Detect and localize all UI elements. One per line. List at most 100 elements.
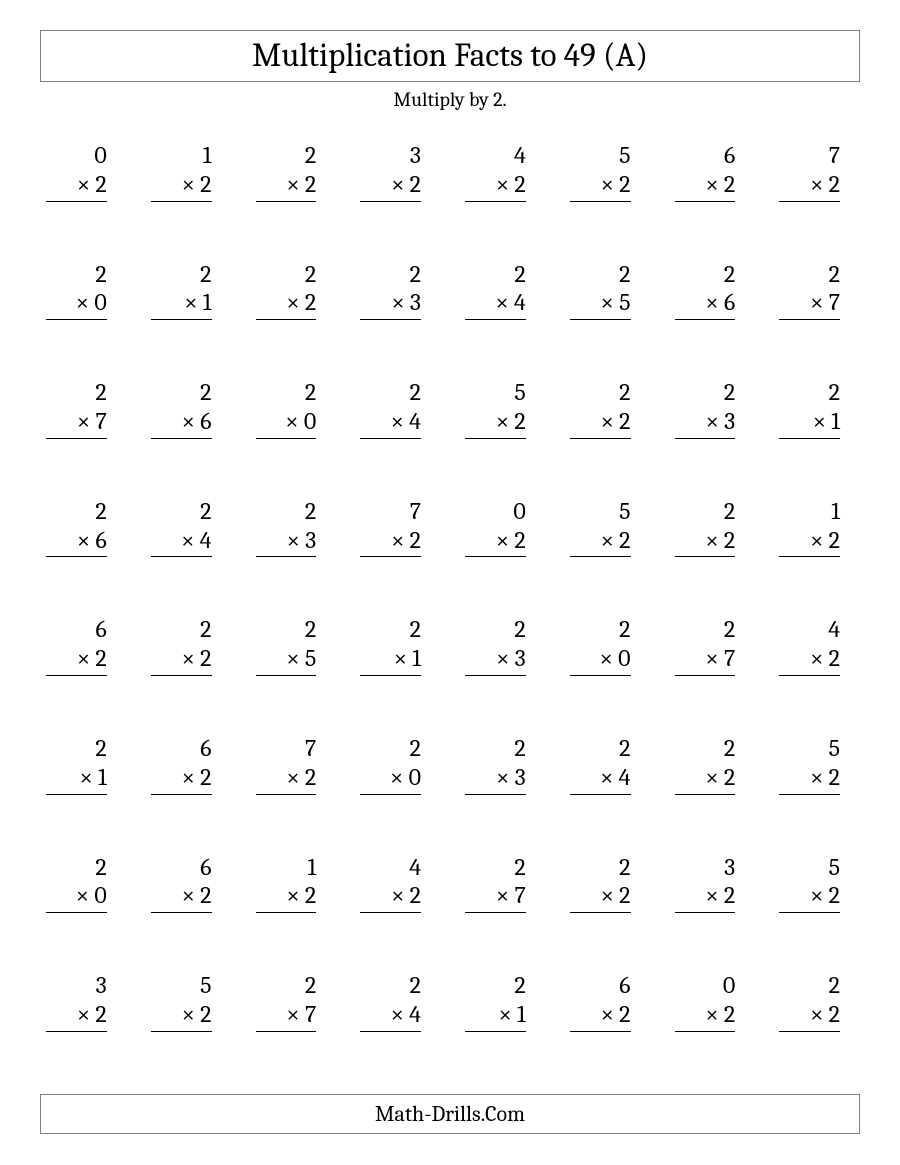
multiplicand: 1 — [779, 497, 840, 526]
multiplicand: 7 — [360, 497, 421, 526]
multiplier-line: × 2 — [675, 881, 736, 913]
multiplication-problem: 2× 2 — [779, 971, 854, 1032]
multiplication-problem: 7× 2 — [779, 141, 854, 202]
multiplier-line: × 6 — [46, 526, 107, 558]
multiplication-problem: 3× 2 — [46, 971, 121, 1032]
multiplier-line: × 1 — [779, 407, 840, 439]
multiplicand: 2 — [46, 378, 107, 407]
multiplication-problem: 2× 4 — [360, 378, 435, 439]
multiplication-problem: 2× 1 — [465, 971, 540, 1032]
multiplier-line: × 2 — [256, 288, 317, 320]
multiplication-problem: 6× 2 — [46, 615, 121, 676]
multiplier-line: × 2 — [256, 170, 317, 202]
multiplier-line: × 4 — [360, 1000, 421, 1032]
multiplication-problem: 2× 2 — [256, 141, 331, 202]
multiplicand: 2 — [256, 260, 317, 289]
multiplication-problem: 2× 7 — [465, 853, 540, 914]
multiplication-problem: 5× 2 — [151, 971, 226, 1032]
multiplicand: 2 — [570, 378, 631, 407]
multiplicand: 2 — [151, 497, 212, 526]
multiplier-line: × 4 — [570, 763, 631, 795]
multiplier-line: × 0 — [570, 644, 631, 676]
multiplier-line: × 7 — [256, 1000, 317, 1032]
multiplier-line: × 1 — [465, 1000, 526, 1032]
multiplicand: 1 — [151, 141, 212, 170]
multiplication-problem: 2× 7 — [675, 615, 750, 676]
multiplier-line: × 4 — [465, 288, 526, 320]
multiplicand: 0 — [46, 141, 107, 170]
multiplier-line: × 2 — [465, 526, 526, 558]
multiplier-line: × 0 — [256, 407, 317, 439]
multiplicand: 2 — [360, 260, 421, 289]
multiplicand: 0 — [675, 971, 736, 1000]
multiplier-line: × 2 — [570, 881, 631, 913]
multiplicand: 2 — [256, 378, 317, 407]
multiplier-line: × 7 — [675, 644, 736, 676]
multiplicand: 2 — [675, 378, 736, 407]
multiplicand: 2 — [675, 497, 736, 526]
multiplicand: 2 — [151, 260, 212, 289]
multiplier-line: × 2 — [256, 763, 317, 795]
multiplication-problem: 2× 0 — [570, 615, 645, 676]
multiplication-problem: 5× 2 — [465, 378, 540, 439]
multiplier-line: × 2 — [779, 526, 840, 558]
multiplicand: 2 — [465, 734, 526, 763]
multiplication-problem: 2× 4 — [151, 497, 226, 558]
multiplier-line: × 4 — [151, 526, 212, 558]
problem-grid: 0× 21× 22× 23× 24× 25× 26× 27× 22× 02× 1… — [40, 141, 860, 1032]
multiplicand: 2 — [465, 853, 526, 882]
multiplicand: 2 — [151, 378, 212, 407]
multiplicand: 2 — [570, 260, 631, 289]
multiplication-problem: 2× 3 — [465, 615, 540, 676]
multiplication-problem: 3× 2 — [360, 141, 435, 202]
multiplication-problem: 2× 7 — [256, 971, 331, 1032]
multiplier-line: × 2 — [779, 763, 840, 795]
multiplier-line: × 2 — [570, 407, 631, 439]
multiplier-line: × 1 — [151, 288, 212, 320]
multiplicand: 3 — [675, 853, 736, 882]
multiplication-problem: 2× 0 — [256, 378, 331, 439]
multiplication-problem: 1× 2 — [779, 497, 854, 558]
subtitle: Multiply by 2. — [40, 88, 860, 111]
multiplicand: 2 — [46, 734, 107, 763]
multiplicand: 6 — [570, 971, 631, 1000]
multiplicand: 7 — [779, 141, 840, 170]
multiplier-line: × 2 — [675, 526, 736, 558]
multiplication-problem: 2× 4 — [465, 260, 540, 321]
multiplier-line: × 2 — [779, 881, 840, 913]
multiplicand: 2 — [779, 378, 840, 407]
multiplicand: 0 — [465, 497, 526, 526]
multiplier-line: × 2 — [151, 1000, 212, 1032]
multiplier-line: × 2 — [360, 526, 421, 558]
multiplication-problem: 2× 2 — [151, 615, 226, 676]
multiplier-line: × 2 — [256, 881, 317, 913]
multiplicand: 4 — [779, 615, 840, 644]
multiplicand: 5 — [779, 734, 840, 763]
multiplicand: 2 — [256, 497, 317, 526]
multiplicand: 2 — [360, 971, 421, 1000]
multiplicand: 2 — [360, 734, 421, 763]
multiplier-line: × 3 — [465, 763, 526, 795]
multiplicand: 2 — [675, 260, 736, 289]
title-box: Multiplication Facts to 49 (A) — [40, 30, 860, 82]
multiplication-problem: 2× 6 — [151, 378, 226, 439]
multiplier-line: × 2 — [675, 170, 736, 202]
multiplicand: 5 — [779, 853, 840, 882]
multiplicand: 2 — [779, 260, 840, 289]
multiplicand: 2 — [151, 615, 212, 644]
multiplicand: 7 — [256, 734, 317, 763]
multiplicand: 2 — [46, 260, 107, 289]
multiplier-line: × 5 — [256, 644, 317, 676]
multiplicand: 6 — [151, 734, 212, 763]
multiplier-line: × 2 — [465, 170, 526, 202]
multiplication-problem: 6× 2 — [151, 734, 226, 795]
multiplier-line: × 2 — [570, 170, 631, 202]
multiplier-line: × 7 — [465, 881, 526, 913]
multiplication-problem: 2× 2 — [675, 497, 750, 558]
multiplication-problem: 1× 2 — [151, 141, 226, 202]
multiplier-line: × 2 — [151, 881, 212, 913]
multiplier-line: × 2 — [46, 1000, 107, 1032]
page-title: Multiplication Facts to 49 (A) — [51, 37, 849, 75]
multiplier-line: × 1 — [46, 763, 107, 795]
multiplicand: 2 — [570, 734, 631, 763]
